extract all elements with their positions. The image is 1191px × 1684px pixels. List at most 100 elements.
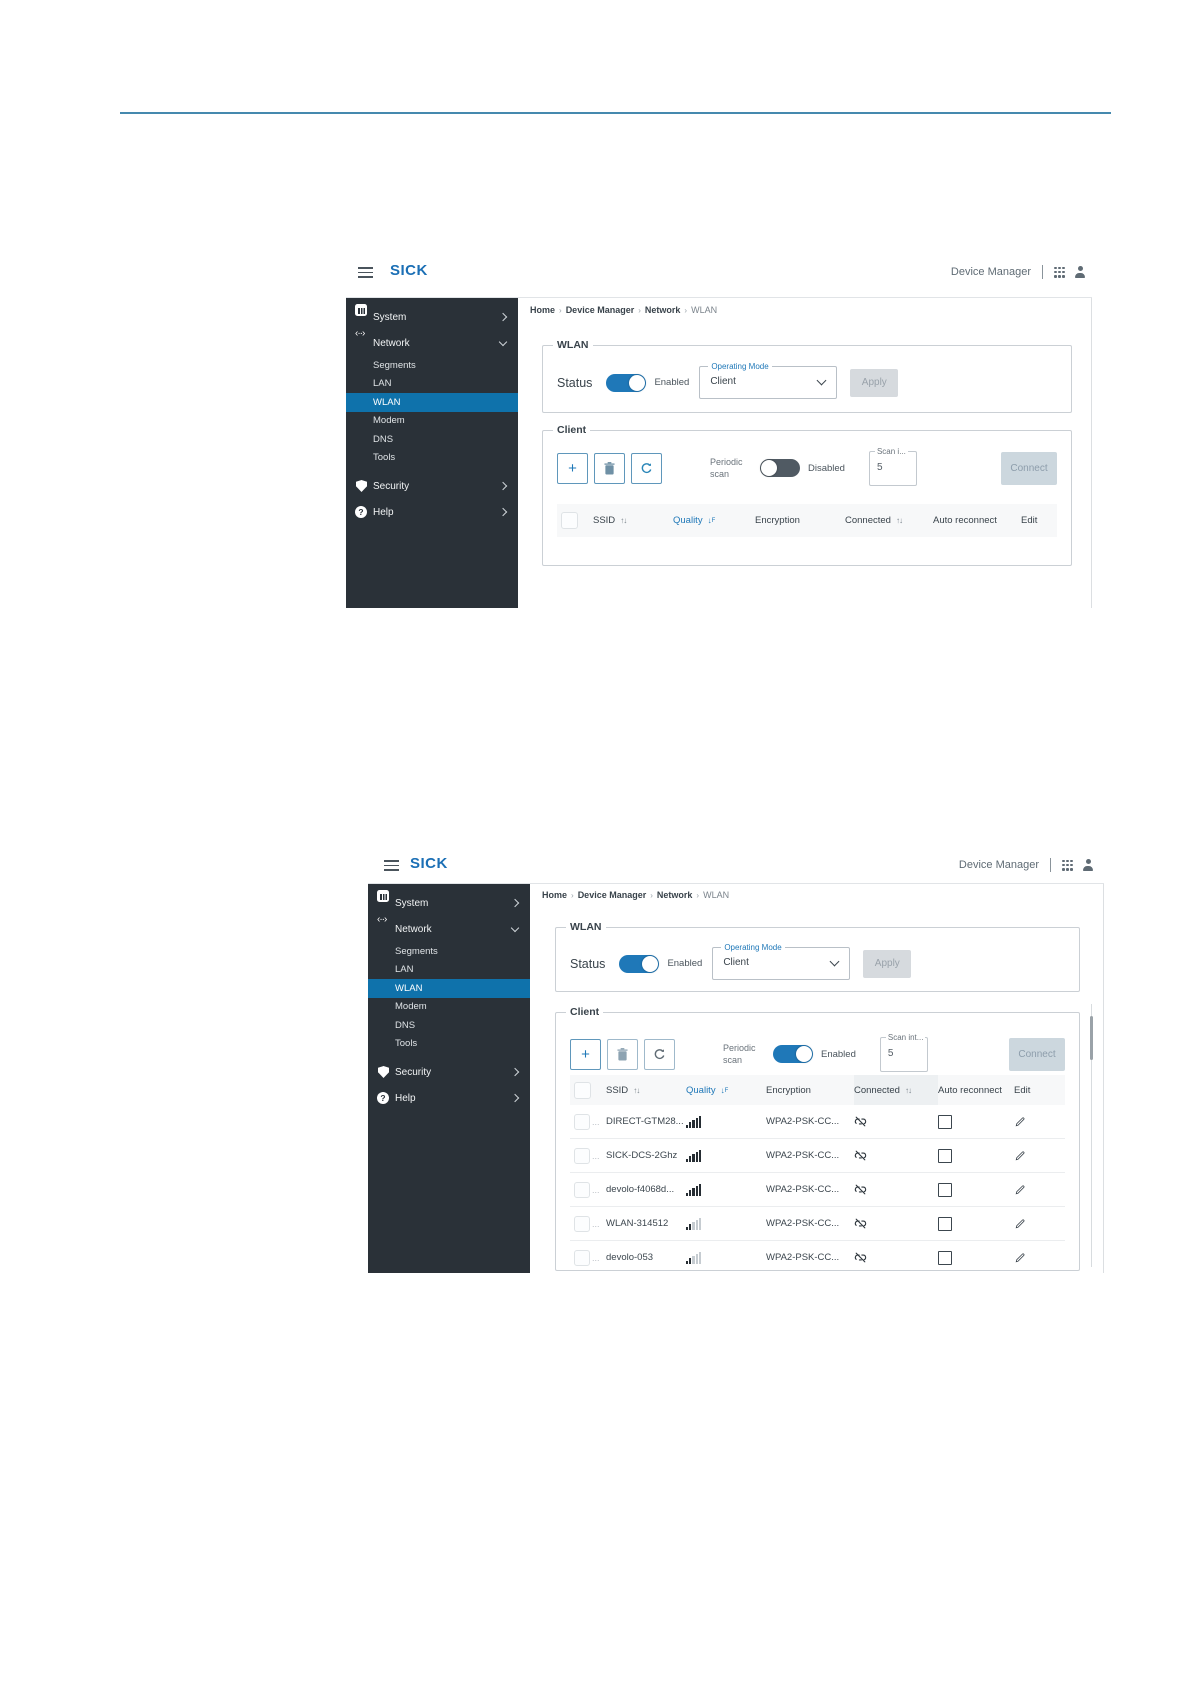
sort-icon[interactable]: ↑↓	[633, 1085, 640, 1095]
select-all-checkbox[interactable]	[574, 1081, 591, 1099]
encryption-header[interactable]: Encryption	[755, 515, 800, 526]
scrollbar-track	[1091, 1004, 1092, 1267]
sort-icon[interactable]: ↑↓	[620, 516, 627, 525]
connected-header[interactable]: Connected	[845, 515, 891, 526]
sidebar-item[interactable]: Tools	[373, 452, 396, 464]
breadcrumb-item[interactable]: Home	[542, 890, 568, 900]
auto-reconnect-checkbox[interactable]	[938, 1250, 952, 1265]
sidebar-item[interactable]: Security	[368, 1059, 530, 1085]
refresh-button[interactable]	[631, 452, 662, 484]
edit-pencil-icon[interactable]	[1014, 1218, 1026, 1230]
select-all-checkbox[interactable]	[561, 512, 578, 529]
ssid-header[interactable]: SSID	[593, 515, 616, 526]
sidebar-item-icon	[377, 1092, 389, 1104]
sidebar-item[interactable]: System	[368, 890, 530, 916]
sidebar-item[interactable]: DNS	[395, 1019, 416, 1031]
status-toggle[interactable]	[619, 954, 660, 973]
sidebar: System Network Segments	[368, 884, 530, 1273]
periodic-scan-label: Periodic scan	[710, 456, 743, 479]
apply-button[interactable]: Apply	[850, 368, 899, 397]
refresh-button[interactable]	[644, 1038, 675, 1070]
sidebar-item[interactable]: Network	[346, 330, 518, 356]
auto-reconnect-checkbox[interactable]	[938, 1216, 952, 1231]
status-toggle[interactable]	[606, 373, 647, 392]
breadcrumb-item[interactable]: Device Manager	[565, 305, 635, 315]
scan-interval-field[interactable]: Scan i... 5	[868, 446, 917, 486]
row-checkbox[interactable]	[574, 1181, 590, 1198]
operating-mode-select[interactable]: Operating Mode Client	[712, 943, 851, 980]
operating-mode-select[interactable]: Operating Mode Client	[699, 362, 838, 399]
user-icon[interactable]	[1082, 859, 1094, 871]
scan-results-table: ... DIRECT-GTM28... WPA2-PSK-CC...	[570, 1105, 1065, 1274]
screenshot-wlan-scan-results: SICK Device Manager System	[368, 852, 1104, 1273]
breadcrumb-item[interactable]: WLAN	[703, 890, 730, 900]
row-checkbox[interactable]	[574, 1249, 590, 1266]
hamburger-menu-icon[interactable]	[384, 860, 399, 871]
sidebar-item[interactable]: WLAN	[368, 979, 530, 998]
periodic-scan-toggle[interactable]	[760, 459, 800, 477]
delete-button[interactable]	[594, 452, 625, 484]
auto-reconnect-checkbox[interactable]	[938, 1148, 952, 1163]
row-checkbox[interactable]	[574, 1113, 590, 1130]
sidebar-item[interactable]: DNS	[373, 433, 394, 445]
breadcrumb-separator: ›	[650, 890, 653, 900]
sidebar-item[interactable]: Tools	[395, 1038, 418, 1050]
ssid-header[interactable]: SSID	[606, 1084, 629, 1096]
apply-button[interactable]: Apply	[863, 949, 912, 978]
row-checkbox[interactable]	[574, 1215, 590, 1232]
encryption-header[interactable]: Encryption	[766, 1084, 811, 1096]
sidebar-item[interactable]: Security	[346, 473, 518, 499]
sidebar-item[interactable]: Network	[368, 916, 530, 942]
edit-pencil-icon[interactable]	[1014, 1116, 1026, 1128]
sidebar-item[interactable]: Segments	[373, 359, 416, 371]
add-network-button[interactable]: +	[570, 1038, 601, 1070]
sidebar-item[interactable]: LAN	[395, 964, 414, 976]
connect-button[interactable]: Connect	[1001, 451, 1057, 485]
user-icon[interactable]	[1074, 266, 1086, 278]
breadcrumb-item[interactable]: Network	[644, 305, 681, 315]
chevron-icon	[498, 507, 508, 517]
sidebar-item[interactable]: Help	[368, 1085, 530, 1111]
scan-interval-field[interactable]: Scan int... 5	[879, 1032, 928, 1072]
wlan-panel: WLAN Status Enabled Operating Mode Clien…	[542, 340, 1072, 413]
connect-button[interactable]: Connect	[1009, 1037, 1065, 1071]
breadcrumb-item[interactable]: Network	[656, 890, 693, 900]
sort-icon[interactable]: ↑↓	[895, 516, 903, 525]
ssid-cell: devolo-053	[606, 1252, 654, 1263]
auto-reconnect-checkbox[interactable]	[938, 1182, 952, 1197]
apps-grid-icon[interactable]	[1062, 859, 1073, 871]
hamburger-menu-icon[interactable]	[358, 267, 373, 278]
chevron-down-icon	[829, 956, 840, 967]
edit-pencil-icon[interactable]	[1014, 1184, 1026, 1196]
periodic-scan-toggle[interactable]	[773, 1045, 813, 1063]
sidebar-item[interactable]: Modem	[395, 1001, 427, 1013]
ssid-cell: SICK-DCS-2Ghz	[606, 1150, 678, 1161]
breadcrumb-item[interactable]: Home	[530, 305, 556, 315]
edit-pencil-icon[interactable]	[1014, 1150, 1026, 1162]
breadcrumb-item[interactable]: WLAN	[691, 305, 718, 315]
breadcrumb: Home › Device Manager › Network › WLAN	[526, 305, 717, 315]
sidebar-item[interactable]: Modem	[373, 415, 405, 427]
sidebar-item[interactable]: LAN	[373, 378, 392, 390]
auto-reconnect-checkbox[interactable]	[938, 1114, 952, 1129]
periodic-scan-value: Enabled	[821, 1048, 856, 1060]
sort-icon[interactable]: ↑↓	[904, 1085, 912, 1095]
content-area: Home › Device Manager › Network › WLAN W…	[530, 884, 1104, 1273]
quality-header[interactable]: Quality	[673, 515, 703, 526]
app-bar: SICK Device Manager	[346, 252, 1092, 297]
sidebar-item[interactable]: System	[346, 304, 518, 330]
apps-grid-icon[interactable]	[1054, 266, 1065, 278]
quality-header[interactable]: Quality	[686, 1084, 716, 1096]
add-network-button[interactable]: +	[557, 452, 588, 484]
table-row: ... devolo-053 WPA2-PSK-CC...	[570, 1241, 1065, 1274]
row-checkbox[interactable]	[574, 1147, 590, 1164]
sidebar-item[interactable]: WLAN	[346, 393, 518, 412]
edit-pencil-icon[interactable]	[1014, 1252, 1026, 1264]
connected-header[interactable]: Connected	[854, 1084, 900, 1096]
sidebar-item[interactable]: Help	[346, 499, 518, 525]
breadcrumb-item[interactable]: Device Manager	[577, 890, 647, 900]
sidebar-item[interactable]: Segments	[395, 945, 438, 957]
delete-button[interactable]	[607, 1038, 638, 1070]
app-body: System Network Segments	[368, 883, 1104, 1273]
scrollbar-thumb[interactable]	[1090, 1016, 1093, 1060]
